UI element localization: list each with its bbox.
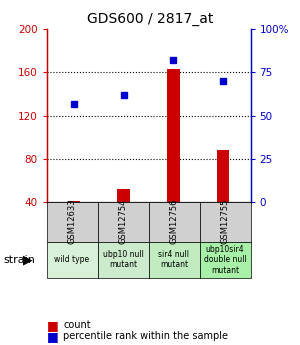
Bar bbox=[167, 69, 180, 202]
Text: sir4 null
mutant: sir4 null mutant bbox=[158, 250, 190, 269]
Text: ▶: ▶ bbox=[22, 253, 32, 266]
Text: ubp10 null
mutant: ubp10 null mutant bbox=[103, 250, 143, 269]
Text: ■: ■ bbox=[46, 319, 58, 332]
Bar bbox=[68, 201, 80, 202]
Text: strain: strain bbox=[3, 255, 35, 265]
Text: percentile rank within the sample: percentile rank within the sample bbox=[63, 332, 228, 341]
Text: GDS600 / 2817_at: GDS600 / 2817_at bbox=[87, 12, 213, 26]
Text: ■: ■ bbox=[46, 330, 58, 343]
Text: ubp10sir4
double null
mutant: ubp10sir4 double null mutant bbox=[204, 245, 246, 275]
Text: wild type: wild type bbox=[54, 255, 90, 264]
Text: GSM12755: GSM12755 bbox=[220, 199, 230, 244]
Bar bbox=[117, 189, 130, 202]
Text: GSM12756: GSM12756 bbox=[169, 199, 178, 244]
Bar bbox=[217, 150, 230, 202]
Text: GSM12754: GSM12754 bbox=[118, 199, 127, 244]
Text: count: count bbox=[63, 321, 91, 330]
Text: GSM12633: GSM12633 bbox=[68, 199, 76, 245]
